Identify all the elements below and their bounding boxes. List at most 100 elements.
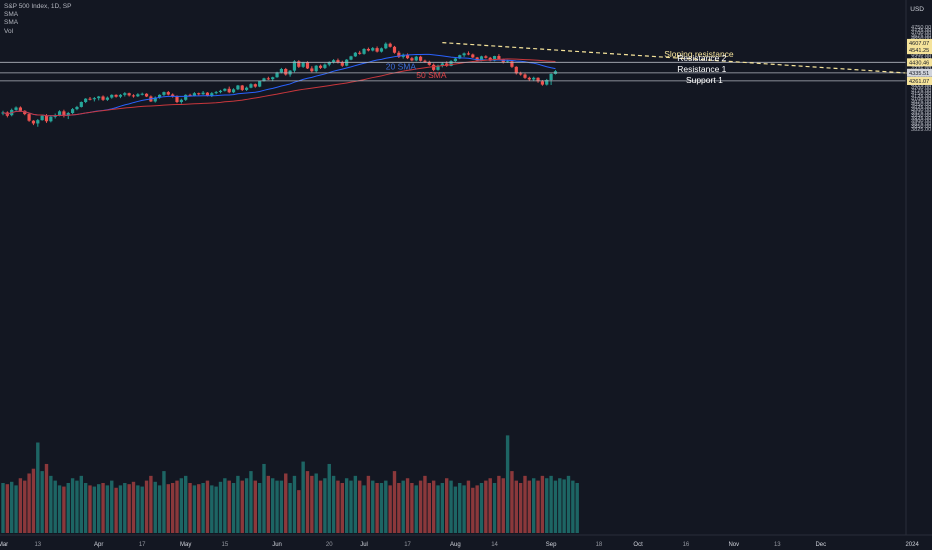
time-tick-label: Mar [0, 542, 8, 548]
volume-bar [392, 471, 397, 533]
indicator-volume[interactable]: Vol [4, 27, 14, 35]
candle [84, 98, 88, 104]
volume-bar [83, 483, 88, 533]
candle [153, 96, 157, 103]
candle [123, 92, 127, 97]
candle [340, 60, 344, 67]
candle [227, 86, 231, 94]
volume-bar [301, 461, 305, 533]
price-tick-label: 3975.00 [911, 110, 931, 116]
candle [105, 96, 109, 101]
candle [323, 63, 327, 69]
volume-bar [53, 480, 57, 533]
volume-bar [384, 480, 388, 533]
volume-bar [536, 480, 540, 533]
volume-bar [532, 478, 536, 533]
candle [253, 83, 257, 88]
indicator-sma-50[interactable]: SMA [4, 19, 19, 27]
volume-bar [153, 481, 157, 533]
volume-bar [262, 463, 266, 533]
price-tick-label: 4200.00 [911, 86, 931, 92]
candle [532, 76, 536, 82]
time-axis[interactable]: Mar 13 Apr 17 May 15 Jun 20 Jul 17 Aug 14 Sep 18 Oct 16… [0, 542, 919, 548]
volume-bar [488, 478, 492, 533]
candle [297, 60, 301, 68]
candle [1, 110, 5, 116]
candle [358, 50, 362, 55]
candle [162, 91, 166, 96]
candle [92, 97, 96, 102]
annotation-label: Resistance 1 [677, 64, 726, 74]
volume-bar [214, 486, 218, 533]
volume-bar [92, 486, 97, 533]
volume-bar [362, 485, 366, 533]
candle [284, 67, 288, 76]
candle [453, 58, 457, 62]
volume-bar [453, 486, 458, 533]
volume-bar [75, 480, 79, 533]
price-tick-label: 4400.00 [911, 64, 931, 70]
price-tick-label: 4175.00 [911, 88, 931, 94]
price-tick-label: 4750.00 [911, 25, 931, 31]
volume-bar [318, 480, 323, 533]
svg-text:4261.07: 4261.07 [909, 79, 929, 85]
candle [271, 76, 275, 82]
price-label-tag: 4607.07 [907, 38, 932, 47]
volume-bar [553, 480, 558, 533]
time-tick-label: 17 [404, 542, 411, 548]
candle [388, 42, 392, 48]
volume-bar [162, 471, 166, 533]
price-tick-label: 4000.00 [911, 108, 931, 114]
candle [27, 113, 31, 122]
volume-bar [70, 478, 75, 533]
candle [245, 86, 249, 91]
sloping-resistance-line [442, 42, 913, 74]
candle [127, 92, 131, 97]
volume-bar [205, 480, 210, 533]
volume-bar [405, 478, 410, 533]
candle [197, 92, 201, 96]
candle [514, 66, 518, 75]
volume-bar [336, 480, 340, 533]
volume-bar [471, 487, 475, 533]
support-resistance-lines [0, 61, 906, 82]
candle [201, 91, 205, 95]
indicator-sma-20[interactable]: SMA [4, 11, 19, 19]
volume-bar [366, 475, 371, 533]
volume-bar [371, 480, 375, 533]
volume-bar [188, 483, 192, 533]
volume-bar [510, 471, 514, 533]
volume-bar [388, 485, 392, 533]
candle [184, 94, 188, 101]
candle [436, 64, 440, 71]
svg-text:4607.07: 4607.07 [909, 41, 929, 47]
time-tick-label: Sep [546, 542, 557, 548]
candle [36, 119, 40, 127]
volume-bar [344, 478, 349, 533]
price-label-tag: 4430.46 [907, 58, 932, 67]
candle [332, 59, 336, 64]
symbol-title[interactable]: S&P 500 Index, 1D, SP [4, 3, 72, 10]
volume-bar [31, 468, 36, 533]
volume-bar [210, 485, 214, 533]
candle [379, 47, 384, 53]
volume-bar [305, 471, 310, 533]
price-label-tag: 4261.07 [907, 76, 932, 85]
volume-bar [279, 480, 284, 533]
price-tick-label: 4100.00 [911, 97, 931, 103]
volume-bar [284, 473, 288, 533]
candle [510, 60, 514, 68]
candle [88, 97, 92, 101]
time-tick-label: Nov [728, 542, 739, 548]
candle [458, 54, 462, 60]
candle [384, 42, 388, 50]
candle [223, 88, 227, 92]
candle [523, 73, 527, 79]
candle [23, 110, 27, 116]
candle [362, 48, 366, 55]
volume-bar [445, 478, 449, 533]
volume-bar [123, 483, 127, 533]
candle [427, 60, 431, 66]
volume-bar [118, 485, 123, 533]
